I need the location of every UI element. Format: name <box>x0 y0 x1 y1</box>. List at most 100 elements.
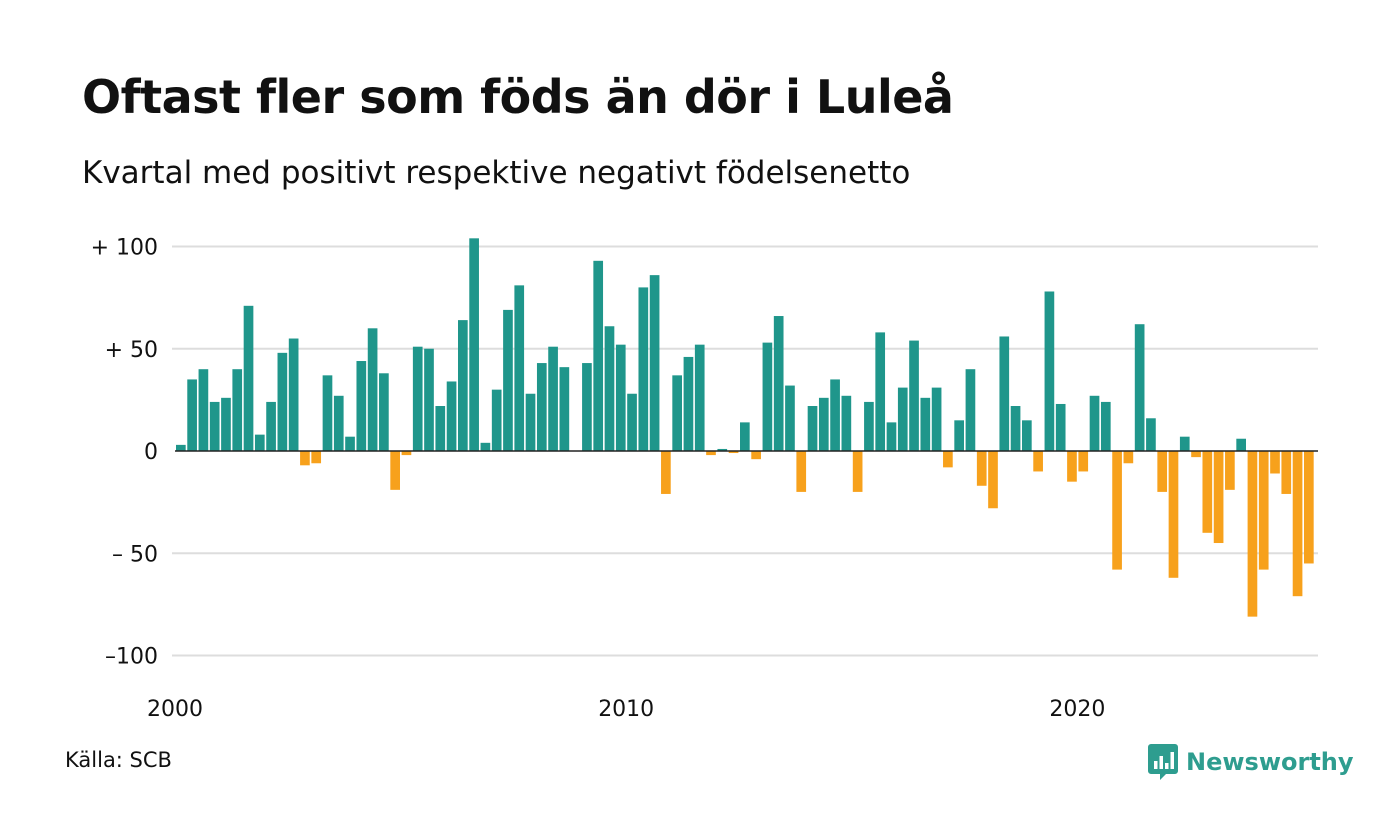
bar <box>333 395 344 451</box>
x-tick-label: 2000 <box>147 697 203 722</box>
x-tick-label: 2010 <box>598 697 654 722</box>
bar <box>954 420 964 451</box>
bar <box>458 320 468 451</box>
bar <box>300 451 310 466</box>
brand-name: Newsworthy <box>1186 748 1354 776</box>
bar <box>311 451 322 464</box>
bar <box>1123 451 1134 464</box>
y-tick-label: + 100 <box>91 236 158 261</box>
bar <box>1055 403 1066 451</box>
bar <box>1112 451 1122 570</box>
bar <box>875 332 886 451</box>
bar <box>773 316 784 451</box>
bar <box>424 348 434 451</box>
chart-title: Oftast fler som föds än dör i Luleå <box>82 70 954 124</box>
bar <box>469 238 479 451</box>
bar <box>1067 451 1077 482</box>
brand: Newsworthy <box>1148 742 1354 782</box>
bar <box>491 389 502 451</box>
bar <box>243 305 254 451</box>
bar <box>548 346 558 451</box>
bar <box>1236 438 1246 451</box>
bar <box>503 309 513 451</box>
bar <box>830 379 840 452</box>
bar <box>232 369 243 451</box>
bar <box>728 451 739 454</box>
bar <box>1225 451 1235 490</box>
bar <box>536 363 547 451</box>
bar <box>221 397 231 451</box>
bar <box>897 387 908 451</box>
bar <box>435 406 446 451</box>
bar <box>886 422 897 451</box>
bar <box>514 285 525 451</box>
bar <box>288 338 299 451</box>
bar <box>785 385 795 451</box>
bar <box>593 260 604 451</box>
y-tick-label: –100 <box>105 645 158 670</box>
bar <box>1281 451 1292 494</box>
bar <box>209 401 220 451</box>
bar <box>988 451 998 509</box>
bar <box>717 448 728 451</box>
bar <box>999 336 1010 451</box>
y-tick-label: + 50 <box>105 338 158 363</box>
bar <box>976 451 987 486</box>
bar <box>266 401 276 451</box>
bar <box>615 344 626 451</box>
bar <box>1179 436 1190 451</box>
bar <box>965 369 976 451</box>
bar <box>841 395 852 451</box>
bar <box>1022 420 1032 451</box>
bar <box>706 451 716 456</box>
bar <box>1168 451 1179 578</box>
bar <box>379 373 389 451</box>
bar <box>1157 451 1168 492</box>
bar <box>390 451 400 490</box>
bar <box>277 352 288 451</box>
y-tick-label: 0 <box>144 440 158 465</box>
bar <box>638 287 649 451</box>
bar <box>254 434 265 451</box>
bar <box>931 387 942 451</box>
bar <box>661 451 671 494</box>
y-tick-label: – 50 <box>112 542 158 567</box>
bar <box>1146 418 1156 451</box>
bar <box>345 436 355 451</box>
bar <box>796 451 807 492</box>
bar <box>1258 451 1269 570</box>
bar <box>762 342 773 451</box>
bar <box>751 451 761 460</box>
bar <box>356 361 367 451</box>
bar <box>909 340 919 451</box>
bar <box>627 393 637 451</box>
bar <box>176 444 186 451</box>
bar <box>1078 451 1089 472</box>
bar <box>1304 451 1314 564</box>
bar <box>683 356 694 451</box>
bar <box>1100 401 1111 451</box>
bar <box>582 363 592 451</box>
bar <box>559 367 570 451</box>
bar <box>694 344 705 451</box>
bar <box>740 422 750 451</box>
bar <box>818 397 829 451</box>
bar <box>864 401 874 451</box>
bar <box>943 451 953 468</box>
bar <box>446 381 457 451</box>
bar <box>604 326 615 451</box>
bar <box>198 369 209 451</box>
bar <box>401 451 412 456</box>
bar <box>525 393 536 451</box>
bar <box>1270 451 1280 474</box>
bar <box>1292 451 1303 597</box>
bar <box>1044 291 1055 451</box>
bar <box>1134 324 1145 451</box>
bar <box>480 442 491 451</box>
bar <box>1191 451 1201 458</box>
bar <box>1089 395 1100 451</box>
bar <box>1033 451 1043 472</box>
bar <box>1202 451 1213 533</box>
x-tick-label: 2020 <box>1049 697 1105 722</box>
